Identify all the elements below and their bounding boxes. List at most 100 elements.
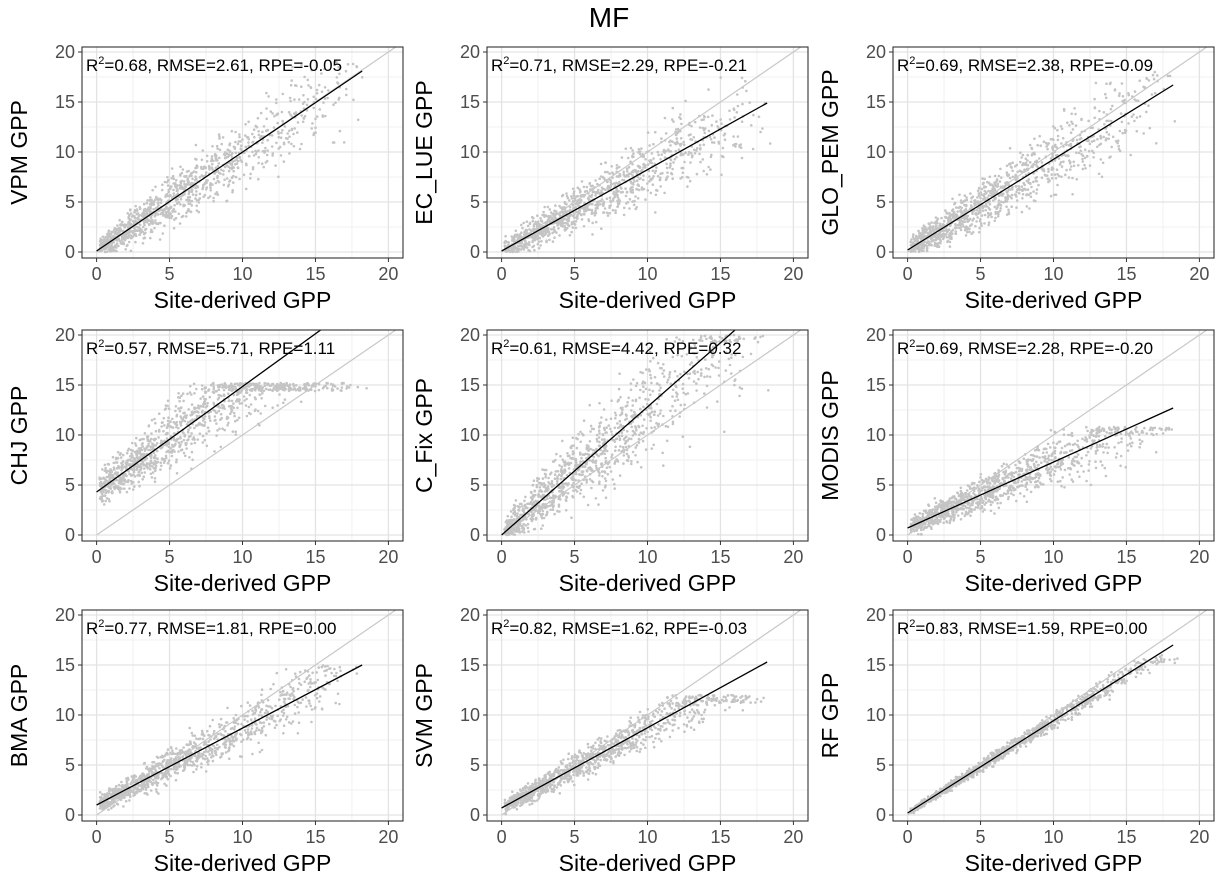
data-point	[649, 415, 652, 419]
data-point	[589, 184, 593, 188]
data-point	[979, 191, 983, 194]
data-point	[1019, 151, 1022, 154]
x-tick-label: 20	[783, 264, 803, 284]
data-point	[1007, 211, 1011, 214]
x-axis-label: Site-derived GPP	[965, 287, 1143, 313]
data-point	[124, 248, 127, 251]
data-point	[669, 139, 672, 143]
data-point	[240, 402, 244, 405]
data-point	[740, 76, 744, 80]
data-point	[644, 164, 647, 167]
data-point	[669, 162, 672, 165]
data-point	[180, 394, 183, 398]
x-tick-label: 10	[637, 264, 657, 284]
data-point	[604, 456, 607, 460]
data-point	[556, 475, 559, 479]
data-point	[168, 467, 172, 470]
data-point	[101, 482, 105, 486]
data-point	[342, 141, 346, 144]
data-point	[189, 384, 192, 388]
data-point	[101, 499, 105, 503]
data-point	[169, 464, 173, 467]
data-point	[734, 145, 737, 148]
data-point	[150, 228, 153, 232]
data-point	[99, 484, 102, 487]
data-point	[133, 485, 136, 488]
data-point	[532, 223, 536, 226]
data-point	[1117, 94, 1121, 98]
data-point	[177, 392, 180, 395]
data-point	[197, 210, 201, 214]
data-point	[139, 228, 143, 232]
data-point	[674, 409, 677, 413]
data-point	[948, 211, 951, 215]
data-point	[154, 219, 157, 222]
data-point	[188, 190, 192, 194]
data-point	[148, 203, 152, 206]
data-point	[1079, 149, 1083, 153]
data-point	[149, 236, 152, 240]
data-point	[134, 204, 137, 208]
data-point	[980, 187, 984, 191]
data-point	[1015, 206, 1018, 209]
data-point	[972, 217, 975, 220]
data-point	[1007, 188, 1011, 191]
data-point	[921, 243, 925, 246]
data-point	[188, 391, 192, 394]
data-point	[218, 427, 221, 431]
data-point	[1018, 187, 1021, 191]
data-point	[202, 403, 205, 406]
data-point	[174, 179, 178, 182]
data-point	[659, 158, 662, 161]
data-point	[749, 352, 753, 356]
data-point	[299, 400, 303, 404]
data-point	[554, 216, 557, 219]
data-point	[559, 454, 562, 458]
data-point	[247, 141, 250, 144]
data-point	[723, 138, 727, 141]
data-point	[201, 185, 205, 189]
data-point	[164, 195, 167, 198]
data-point	[911, 235, 915, 239]
data-point	[221, 427, 224, 431]
stats-annotation: R2=0.57, RMSE=5.71, RPE=1.11	[86, 338, 335, 358]
data-point	[1030, 153, 1034, 157]
data-point	[1111, 135, 1115, 139]
data-point	[209, 189, 212, 192]
data-point	[548, 232, 551, 236]
data-point	[968, 230, 971, 234]
data-point	[1148, 126, 1152, 130]
data-point	[203, 438, 206, 442]
data-point	[153, 215, 157, 218]
y-tick-label: 0	[876, 242, 886, 262]
data-point	[639, 169, 643, 173]
data-point	[574, 479, 578, 482]
data-point	[948, 245, 952, 248]
data-point	[695, 149, 698, 152]
data-point	[113, 468, 116, 471]
data-point	[310, 127, 314, 130]
data-point	[222, 384, 225, 387]
data-point	[573, 213, 576, 216]
data-point	[174, 442, 177, 446]
data-point	[236, 398, 239, 401]
data-point	[635, 428, 638, 432]
data-point	[141, 445, 145, 448]
data-point	[152, 463, 156, 466]
data-point	[535, 483, 539, 487]
one-to-one-line	[96, 330, 397, 536]
data-point	[654, 211, 657, 214]
data-point	[232, 411, 236, 415]
data-point	[699, 160, 702, 164]
data-point	[224, 384, 227, 387]
data-point	[1117, 144, 1120, 148]
data-point	[109, 233, 112, 237]
data-point	[201, 441, 205, 444]
data-point	[642, 166, 645, 169]
x-tick-label: 15	[1116, 264, 1136, 284]
data-point	[983, 213, 987, 217]
data-point	[679, 177, 682, 180]
data-point	[135, 468, 139, 471]
data-point	[572, 206, 575, 210]
data-point	[150, 432, 153, 435]
